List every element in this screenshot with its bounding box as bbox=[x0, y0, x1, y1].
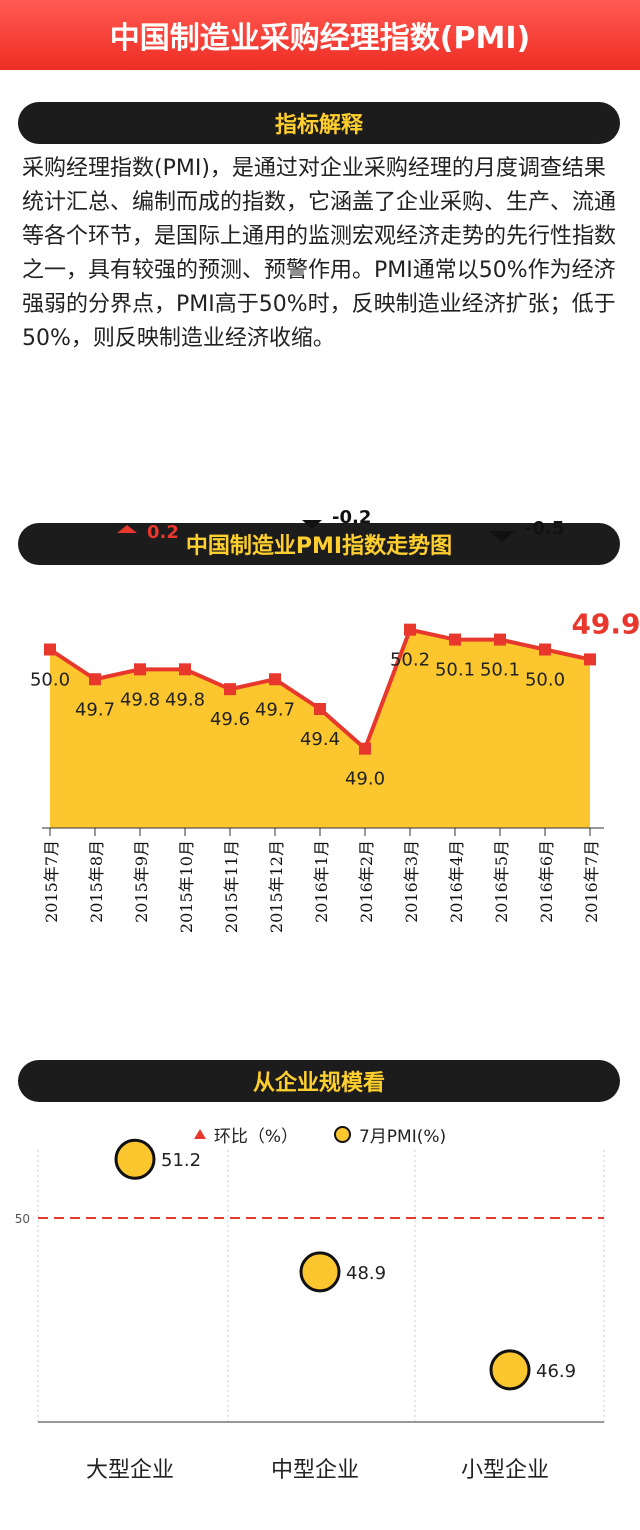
x-tick-label: 2015年10月 bbox=[177, 840, 196, 933]
data-point bbox=[314, 703, 326, 715]
pmi-point bbox=[299, 1251, 341, 1293]
data-label: 49.7 bbox=[75, 699, 115, 720]
pmi-label: 51.2 bbox=[161, 1150, 201, 1171]
x-tick-label: 2015年7月 bbox=[42, 840, 61, 923]
x-tick-label: 2016年2月 bbox=[357, 840, 376, 923]
data-point bbox=[539, 643, 551, 656]
legend-label-pmi: 7月PMI(%) bbox=[358, 1126, 447, 1147]
data-label: 49.8 bbox=[165, 689, 205, 710]
legend-item-change: 环比（%） bbox=[193, 1122, 298, 1147]
x-tick-label: 2015年9月 bbox=[132, 840, 151, 923]
x-tick-label: 2016年6月 bbox=[537, 840, 556, 923]
data-label: 49.8 bbox=[120, 689, 160, 710]
data-label: 49.6 bbox=[210, 709, 250, 730]
data-point bbox=[44, 643, 56, 656]
data-label: 50.0 bbox=[525, 670, 565, 691]
data-point bbox=[134, 663, 146, 676]
intro-header: 指标解释 bbox=[18, 102, 620, 144]
data-label: 50.0 bbox=[30, 670, 70, 691]
pmi-trend-chart: 50.049.7 49.8 49.849.6 49.749.449.050.2 50.1… bbox=[30, 607, 640, 933]
pmi-label: 48.9 bbox=[346, 1263, 386, 1284]
triangle-down-marker bbox=[302, 520, 322, 529]
data-label: 49.0 bbox=[345, 769, 385, 790]
size-chart-header: 从企业规模看 bbox=[18, 1060, 620, 1102]
category-label: 小型企业 bbox=[461, 1458, 549, 1483]
chart-legend: 环比（%） 7月PMI(%) bbox=[0, 1119, 640, 1149]
data-label: 49.4 bbox=[300, 729, 340, 750]
circle-icon bbox=[333, 1125, 351, 1143]
triangle-up-icon bbox=[193, 1129, 206, 1139]
data-label: 49.7 bbox=[255, 699, 295, 720]
triangle-down-marker bbox=[489, 531, 515, 543]
data-point bbox=[584, 653, 596, 666]
y-tick-label: 50 bbox=[15, 1212, 30, 1226]
data-point bbox=[404, 623, 416, 636]
data-point bbox=[494, 633, 506, 646]
data-label: 50.1 bbox=[480, 660, 520, 681]
legend-label-change: 环比（%） bbox=[213, 1126, 298, 1147]
category-label: 大型企业 bbox=[86, 1458, 174, 1483]
x-tick-label: 2016年4月 bbox=[447, 840, 466, 923]
change-label: -0.2 bbox=[332, 507, 371, 528]
data-label: 49.9 bbox=[571, 607, 640, 640]
change-label: 0.2 bbox=[147, 522, 179, 543]
trend-chart-header: 中国制造业PMI指数走势图 bbox=[18, 523, 620, 565]
triangle-up-marker bbox=[117, 525, 137, 533]
category-label: 中型企业 bbox=[271, 1458, 359, 1483]
x-tick-label: 2016年7月 bbox=[582, 840, 601, 923]
x-tick-label: 2016年3月 bbox=[402, 840, 421, 923]
x-tick-label: 2015年8月 bbox=[87, 840, 106, 923]
data-point bbox=[224, 683, 236, 696]
pmi-label: 46.9 bbox=[536, 1361, 576, 1382]
x-tick-label: 2015年12月 bbox=[267, 840, 286, 933]
data-point bbox=[359, 742, 371, 755]
data-point bbox=[179, 663, 191, 676]
data-label: 50.2 bbox=[390, 650, 430, 671]
x-tick-label: 2015年11月 bbox=[222, 840, 241, 933]
x-tick-label: 2016年5月 bbox=[492, 840, 511, 923]
enterprise-size-chart: 50 51.2 48.9 46.9 0.2 -0.2 -0.5 大型企业 中型企业 小型企业 bbox=[15, 507, 605, 1483]
area-fill bbox=[50, 629, 590, 828]
pmi-point bbox=[489, 1349, 531, 1391]
intro-text: 采购经理指数(PMI)，是通过对企业采购经理的月度调查结果统计汇总、编制而成的指… bbox=[22, 156, 617, 351]
data-point bbox=[449, 633, 461, 646]
data-label: 50.1 bbox=[435, 660, 475, 681]
legend-item-pmi: 7月PMI(%) bbox=[333, 1122, 447, 1147]
x-tick-label: 2016年1月 bbox=[312, 840, 331, 923]
change-label: -0.5 bbox=[525, 518, 564, 539]
pmi-point bbox=[114, 1138, 156, 1180]
page-title: 中国制造业采购经理指数(PMI) bbox=[0, 0, 640, 70]
data-point bbox=[89, 673, 101, 686]
data-point bbox=[269, 673, 281, 686]
